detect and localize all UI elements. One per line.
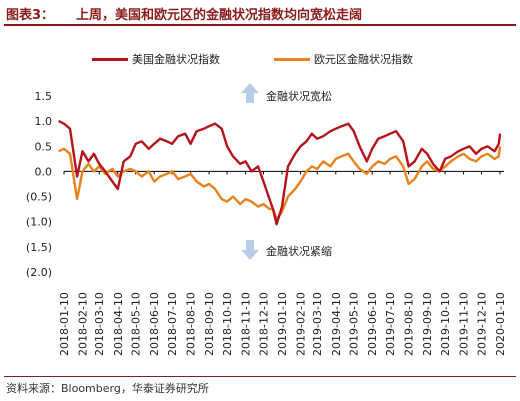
annotation-tight: 金融状况紧缩 xyxy=(266,244,332,258)
legend-item-us: 美国金融状况指数 xyxy=(92,49,220,69)
x-tick-label: 2019-03-10 xyxy=(311,292,324,356)
y-tick-label: (1.0) xyxy=(26,216,52,229)
x-tick-label: 2018-08-10 xyxy=(185,292,198,356)
x-tick-label: 2019-07-10 xyxy=(384,292,397,356)
legend-swatch-euro xyxy=(274,57,310,61)
y-tick-label: 1.5 xyxy=(35,90,53,103)
x-tick-label: 2019-08-10 xyxy=(403,292,416,356)
annotations: 金融状况宽松 金融状况紧缩 xyxy=(241,83,332,260)
y-tick-label: 0.5 xyxy=(35,140,53,153)
footer-rule xyxy=(4,376,516,377)
x-tick-label: 2019-09-10 xyxy=(421,292,434,356)
figure-title: 上周，美国和欧元区的金融状况指数均向宽松走阔 xyxy=(76,8,363,23)
x-tick-label: 2018-03-10 xyxy=(93,292,106,356)
x-tick-label: 2018-10-10 xyxy=(221,292,234,356)
x-tick-label: 2019-11-10 xyxy=(458,292,471,356)
x-tick-label: 2018-11-10 xyxy=(240,292,253,356)
x-tick-label: 2018-05-10 xyxy=(130,292,143,356)
x-tick-label: 2019-10-10 xyxy=(439,292,452,356)
legend-swatch-us xyxy=(92,57,128,61)
x-axis: 2018-01-10 2018-02-10 2018-03-10 2018-04-10… xyxy=(58,171,507,356)
x-tick-label: 2018-02-10 xyxy=(77,292,90,356)
arrow-down-icon xyxy=(241,240,259,260)
x-tick-label: 2019-06-10 xyxy=(366,292,379,356)
series-line-us xyxy=(58,120,502,226)
annotation-loose: 金融状况宽松 xyxy=(266,89,332,103)
figure-label: 图表3： xyxy=(6,8,55,23)
source-note: 资料来源：Bloomberg，华泰证券研究所 xyxy=(6,382,209,395)
series-line-euro xyxy=(58,146,502,221)
x-tick-label: 2018-07-10 xyxy=(166,292,179,356)
arrow-up-icon xyxy=(241,83,259,103)
x-tick-label: 2020-01-10 xyxy=(494,292,507,356)
y-tick-label: 0.0 xyxy=(35,165,53,178)
x-tick-label: 2018-12-10 xyxy=(257,292,270,356)
series-lines xyxy=(58,120,502,226)
y-tick-label: (2.0) xyxy=(26,266,52,279)
y-axis: 1.5 1.0 0.5 0.0 (0.5) (1.0) (1.5) (2.0) xyxy=(26,90,504,279)
x-tick-label: 2019-02-10 xyxy=(295,292,308,356)
chart-title: 图表3： 上周，美国和欧元区的金融状况指数均向宽松走阔 xyxy=(6,4,362,23)
y-tick-label: (0.5) xyxy=(26,191,52,204)
x-tick-label: 2018-01-10 xyxy=(58,292,71,356)
legend-label-euro: 欧元区金融状况指数 xyxy=(314,53,413,66)
x-tick-label: 2018-09-10 xyxy=(203,292,216,356)
x-tick-label: 2019-04-10 xyxy=(330,292,343,356)
x-tick-label: 2019-12-10 xyxy=(475,292,488,356)
x-tick-label: 2019-05-10 xyxy=(348,292,361,356)
legend-label-us: 美国金融状况指数 xyxy=(132,53,220,66)
y-tick-label: 1.0 xyxy=(35,115,53,128)
y-tick-label: (1.5) xyxy=(26,241,52,254)
title-rule xyxy=(4,24,516,26)
x-tick-label: 2019-01-10 xyxy=(276,292,289,356)
legend: 美国金融状况指数 欧元区金融状况指数 xyxy=(0,49,520,69)
x-tick-label: 2018-06-10 xyxy=(148,292,161,356)
x-tick-label: 2018-04-10 xyxy=(112,292,125,356)
legend-item-euro: 欧元区金融状况指数 xyxy=(274,49,413,69)
